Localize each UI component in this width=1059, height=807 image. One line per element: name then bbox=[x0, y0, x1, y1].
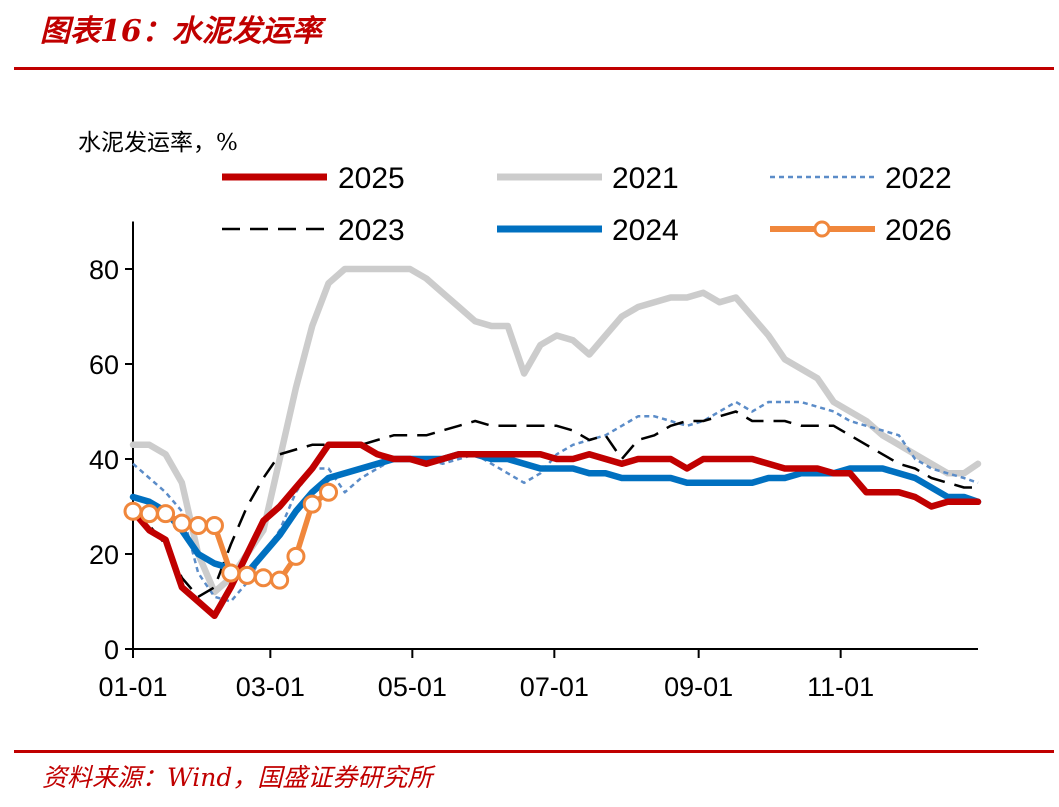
source-note: 资料来源：Wind，国盛证券研究所 bbox=[42, 763, 433, 792]
legend: 2025 2021 2022 2023 2024 2026 bbox=[222, 162, 952, 247]
y-tick-label: 60 bbox=[89, 350, 119, 380]
data-point-2026 bbox=[172, 513, 192, 533]
figure-title: 图表16：水泥发运率 bbox=[40, 10, 322, 54]
series-line-2025 bbox=[129, 441, 982, 620]
data-point-2026 bbox=[204, 516, 224, 535]
series-line-2021 bbox=[129, 265, 982, 596]
y-tick-label: 0 bbox=[104, 635, 119, 665]
x-ticks: 01-01 03-01 05-01 07-01 09-01 11-01 bbox=[98, 649, 874, 702]
data-point-2026 bbox=[188, 516, 208, 535]
figure-title-text: 水泥发运率 bbox=[171, 14, 322, 49]
data-point-2026 bbox=[319, 482, 339, 502]
y-tick-label: 20 bbox=[89, 540, 119, 570]
data-point-2026 bbox=[139, 504, 159, 524]
legend-label-2023: 2023 bbox=[338, 214, 405, 247]
title-divider bbox=[14, 67, 1054, 70]
legend-label-2021: 2021 bbox=[612, 162, 679, 195]
data-point-2026 bbox=[156, 504, 176, 524]
series-line-2023 bbox=[132, 410, 978, 599]
x-tick-label: 11-01 bbox=[807, 672, 874, 702]
legend-label-2024: 2024 bbox=[612, 214, 679, 247]
y-ticks: 0 20 40 60 80 bbox=[89, 255, 133, 665]
legend-marker-2026 bbox=[813, 220, 831, 238]
data-point-2026 bbox=[286, 546, 306, 566]
data-point-2026 bbox=[302, 494, 322, 514]
y-tick-label: 40 bbox=[89, 445, 119, 475]
data-point-2026 bbox=[123, 501, 143, 521]
data-point-2026 bbox=[221, 563, 241, 583]
x-tick-label: 01-01 bbox=[98, 672, 167, 702]
legend-label-2025: 2025 bbox=[338, 162, 405, 195]
y-tick-label: 80 bbox=[89, 255, 119, 285]
data-point-2026 bbox=[253, 568, 273, 588]
data-point-2026 bbox=[270, 570, 290, 590]
legend-label-2026: 2026 bbox=[885, 214, 952, 247]
x-tick-label: 03-01 bbox=[236, 672, 305, 702]
legend-label-2022: 2022 bbox=[885, 162, 952, 195]
source-divider bbox=[14, 750, 1054, 753]
figure-number: 图表16： bbox=[40, 14, 172, 49]
axes bbox=[132, 221, 978, 650]
data-point-2026 bbox=[237, 565, 257, 585]
x-tick-label: 07-01 bbox=[520, 672, 589, 702]
series-layer bbox=[123, 265, 982, 620]
x-tick-label: 05-01 bbox=[378, 672, 447, 702]
x-tick-label: 09-01 bbox=[664, 672, 733, 702]
y-axis-label: 水泥发运率，% bbox=[78, 130, 238, 156]
